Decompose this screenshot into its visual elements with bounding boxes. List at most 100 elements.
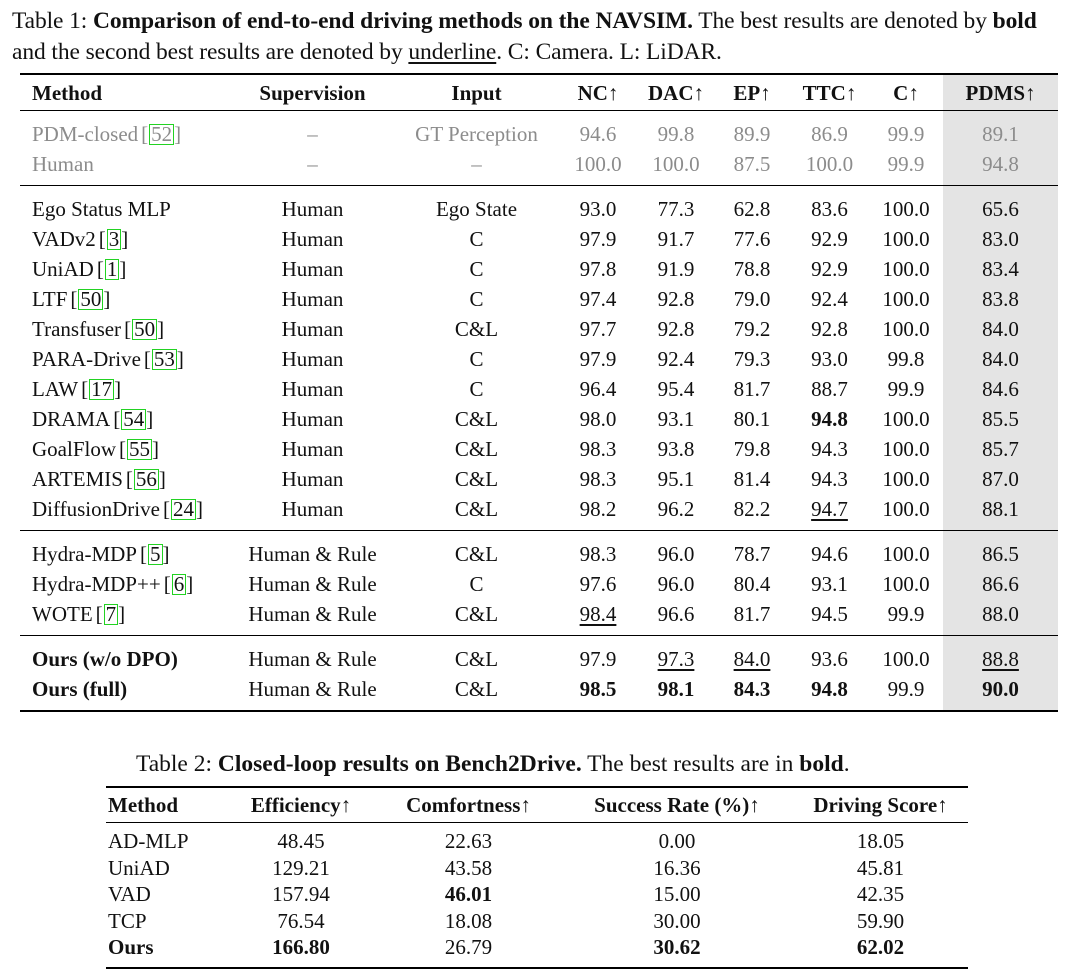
citation-bracket: ] [114, 377, 122, 401]
dac-value: 96.6 [657, 602, 695, 626]
table-row: DRAMA[54] Human C&L 98.0 93.1 80.1 94.8 100.0 85… [20, 404, 1058, 434]
nc-cell: 100.0 [558, 149, 638, 186]
method-name: Ours (full) [32, 677, 128, 701]
dac-cell: 96.0 [638, 569, 714, 599]
c-value: 100.0 [882, 227, 930, 251]
dac-cell: 77.3 [638, 185, 714, 224]
nc-value: 97.4 [579, 287, 617, 311]
citation-link[interactable]: 7 [103, 602, 119, 626]
pdms-cell: 84.0 [943, 344, 1058, 374]
ep-cell: 80.4 [714, 569, 790, 599]
supervision-cell: – [307, 152, 318, 176]
method-cell: VADv2[3] [20, 224, 230, 254]
ttc-cell: 93.1 [790, 569, 869, 599]
pdms-value: 94.8 [982, 152, 1019, 176]
success-cell: 15.00 [653, 882, 701, 906]
ttc-value: 92.4 [811, 287, 848, 311]
score-cell: 18.05 [856, 829, 905, 853]
citation-bracket: [ [98, 227, 106, 251]
citation-link[interactable]: 50 [132, 317, 158, 341]
ep-value: 89.9 [733, 122, 771, 146]
citation-link[interactable]: 56 [133, 467, 159, 491]
c-cell: 100.0 [869, 530, 943, 569]
citation-link[interactable]: 6 [171, 572, 187, 596]
ttc-cell: 94.7 [790, 494, 869, 531]
ttc-value: 94.5 [811, 602, 848, 626]
nc-cell: 97.7 [558, 314, 638, 344]
citation-link[interactable]: 3 [106, 227, 122, 251]
c-cell: 100.0 [869, 254, 943, 284]
citation-link[interactable]: 17 [89, 377, 115, 401]
method-name: Hydra-MDP++ [32, 572, 161, 596]
dac-value: 92.4 [657, 347, 695, 371]
pdms-value: 86.6 [982, 572, 1019, 596]
nc-value: 98.0 [579, 407, 617, 431]
c-cell: 99.9 [869, 599, 943, 636]
c-cell: 100.0 [869, 314, 943, 344]
nc-value: 97.6 [579, 572, 617, 596]
pdms-cell: 65.6 [943, 185, 1058, 224]
table1: Method Supervision Input NC↑ DAC↑ EP↑ TT… [20, 73, 1058, 712]
ep-cell: 78.8 [714, 254, 790, 284]
supervision-cell: Human [281, 347, 344, 371]
nc-cell: 94.6 [558, 111, 638, 150]
pdms-value: 84.0 [982, 347, 1019, 371]
pdms-cell: 94.8 [943, 149, 1058, 186]
c-value: 100.0 [882, 497, 930, 521]
method-name: WOTE [32, 602, 93, 626]
citation-bracket: ] [152, 437, 159, 461]
input-cell: C&L [454, 437, 499, 461]
ep-cell: 79.8 [714, 434, 790, 464]
method-cell: Hydra-MDP[5] [20, 530, 230, 569]
pdms-cell: 84.6 [943, 374, 1058, 404]
method-cell: Ego Status MLP [20, 185, 230, 224]
ttc-cell: 94.8 [790, 674, 869, 711]
citation-link[interactable]: 55 [127, 437, 152, 461]
c-cell: 100.0 [869, 404, 943, 434]
c-value: 100.0 [882, 572, 930, 596]
table1-header-c: C↑ [869, 74, 943, 111]
comfort-cell: 18.08 [444, 908, 493, 933]
table1-caption-underline-word: underline [408, 39, 497, 65]
citation-link[interactable]: 53 [151, 347, 177, 371]
citation-link[interactable]: 5 [148, 542, 163, 566]
citation-bracket: [ [95, 602, 103, 626]
ttc-value: 83.6 [811, 197, 848, 221]
table-row: Hydra-MDP++[6] Human & Rule C 97.6 96.0 80.4 9… [20, 569, 1058, 599]
input-cell: C&L [395, 635, 558, 674]
ep-value: 79.3 [733, 347, 771, 371]
method-cell: WOTE[7] [20, 599, 230, 636]
ttc-value: 93.6 [811, 647, 848, 671]
table1-group: Ours (w/o DPO) Human & Rule C&L 97.9 97.3 84.… [20, 635, 1058, 711]
citation-link[interactable]: 50 [78, 287, 104, 311]
citation-bracket: [ [143, 347, 151, 371]
method-name: PARA-Drive [32, 347, 141, 371]
citation-link[interactable]: 52 [149, 122, 175, 146]
citation-link[interactable]: 24 [170, 497, 196, 521]
input-cell: GT Perception [415, 122, 538, 146]
citation-link[interactable]: 1 [104, 257, 120, 281]
efficiency-cell: 157.94 [272, 882, 330, 906]
nc-value: 98.5 [579, 677, 617, 701]
ttc-cell: 83.6 [790, 185, 869, 224]
citation-link[interactable]: 54 [121, 407, 147, 431]
pdms-cell: 85.5 [943, 404, 1058, 434]
nc-cell: 97.8 [558, 254, 638, 284]
dac-value: 93.1 [657, 407, 695, 431]
nc-value: 94.6 [579, 122, 617, 146]
table2-header-success-rate: Success Rate (%)↑ [561, 787, 793, 823]
method-cell: AD-MLP [108, 829, 189, 853]
score-cell: 45.81 [856, 855, 905, 880]
nc-cell: 93.0 [558, 185, 638, 224]
table2: Method Efficiency↑ Comfortness↑ Success … [106, 786, 968, 969]
nc-value: 98.3 [579, 467, 617, 491]
ttc-value: 94.8 [811, 677, 848, 701]
input-cell: C [469, 287, 484, 311]
table-row: GoalFlow[55] Human C&L 98.3 93.8 79.8 94.3 100.… [20, 434, 1058, 464]
dac-value: 96.2 [657, 497, 695, 521]
ep-cell: 77.6 [714, 224, 790, 254]
ttc-cell: 94.3 [790, 434, 869, 464]
nc-cell: 97.6 [558, 569, 638, 599]
pdms-value: 87.0 [982, 467, 1019, 491]
pdms-value: 88.8 [982, 647, 1019, 671]
